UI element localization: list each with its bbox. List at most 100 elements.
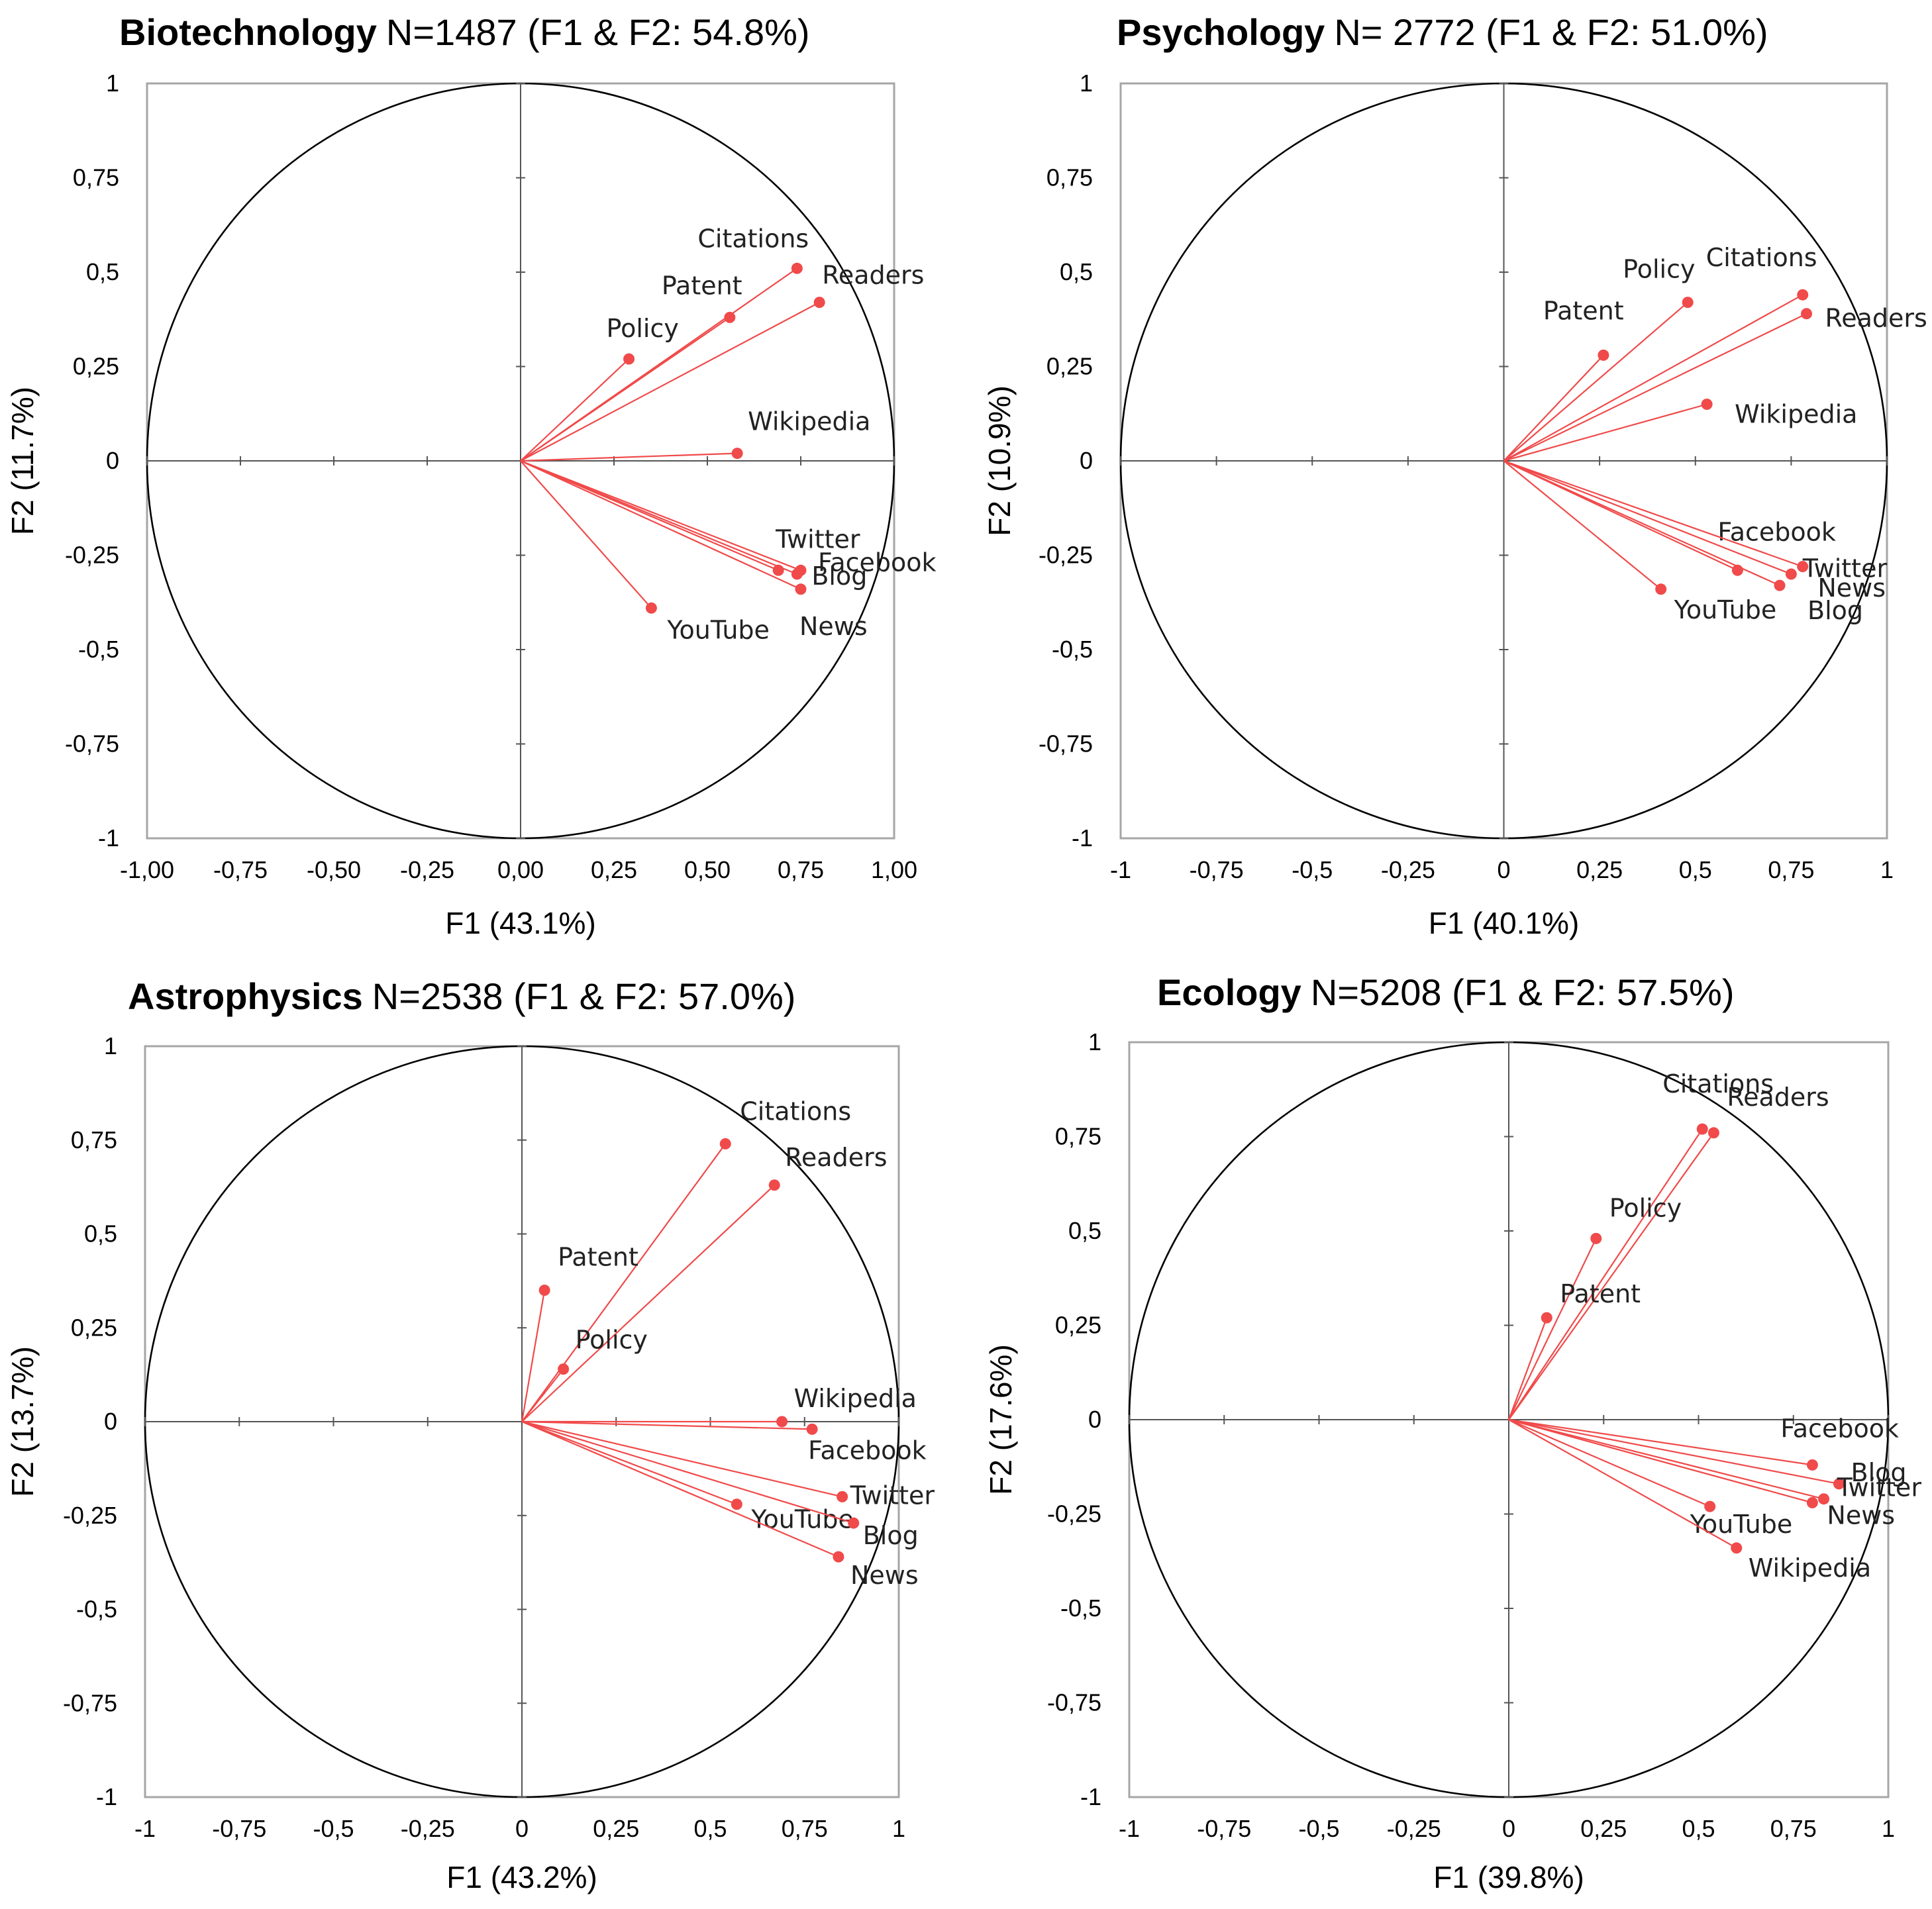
x-tick-label: -1 — [134, 1815, 156, 1842]
vector-policy — [521, 1368, 564, 1422]
x-tick-label: -0,25 — [1387, 1815, 1441, 1842]
panel-title-stats: N=1487 (F1 & F2: 54.8%) — [386, 11, 810, 53]
y-tick-label: 1 — [104, 1032, 117, 1059]
x-tick-label: 0 — [1502, 1815, 1515, 1842]
x-tick-label: 1 — [1882, 1815, 1895, 1842]
point-policy — [1590, 1232, 1602, 1244]
x-tick-label: -1 — [1119, 1815, 1140, 1842]
y-tick-label: 0 — [1080, 447, 1093, 474]
x-tick-label: 1 — [1880, 856, 1894, 883]
panel-title-field: Psychology — [1117, 11, 1325, 53]
x-tick-label: 0 — [515, 1815, 529, 1842]
x-tick-label: -0,5 — [1292, 856, 1333, 883]
y-tick-label: 0,75 — [1046, 164, 1093, 191]
y-tick-label: -0,75 — [63, 1689, 117, 1716]
y-axis-label: F2 (17.6%) — [984, 1344, 1018, 1495]
vector-youtube — [1503, 460, 1662, 590]
vector-patent — [520, 317, 731, 462]
vector-blog — [1503, 460, 1780, 587]
panel-astrophysics: -1 -0,75 -0,5 -0,25 0 0,25 0,5 0,75 1 -1 -0,75 -0,5… — [5, 975, 935, 1894]
point-wikipedia — [1701, 399, 1713, 410]
y-tick-label: -0,5 — [1060, 1594, 1101, 1622]
x-tick-label: 0,75 — [782, 1815, 828, 1842]
point-policy — [623, 353, 635, 365]
y-tick-label: 0,75 — [71, 1126, 117, 1153]
label-news: News — [799, 612, 868, 641]
label-patent: Patent — [662, 271, 742, 300]
x-axis-label: F1 (39.8%) — [1433, 1860, 1584, 1894]
x-tick-label: -0,75 — [213, 856, 268, 883]
panel-title: Astrophysics N=2538 (F1 & F2: 57.0%) — [128, 975, 795, 1017]
label-blog: Blog — [1807, 596, 1863, 625]
vector-policy — [1503, 301, 1688, 462]
x-tick-label: -0,5 — [313, 1815, 354, 1842]
x-tick-label: -0,25 — [400, 856, 454, 883]
y-tick-label: 0,5 — [84, 1220, 117, 1248]
x-tick-label: 0,75 — [1770, 1815, 1817, 1842]
vector-readers — [1508, 1132, 1715, 1420]
y-axis-label: F2 (11.7%) — [5, 387, 40, 535]
x-tick-label: 0,00 — [497, 856, 544, 883]
label-facebook: Facebook — [818, 548, 937, 577]
y-tick-label: -0,75 — [1039, 730, 1093, 758]
point-patent — [1541, 1312, 1552, 1324]
vector-twitter — [521, 1420, 842, 1498]
panel-ecology: -1 -0,75 -0,5 -0,25 0 0,25 0,5 0,75 1 -1 -0,75 -0,5… — [984, 971, 1921, 1894]
label-twitter: Twitter — [775, 524, 860, 554]
vector-wikipedia — [1508, 1419, 1737, 1549]
label-blog: Blog — [1851, 1458, 1907, 1487]
x-tick-label: -0,75 — [1190, 856, 1244, 883]
y-tick-label: -0,5 — [76, 1596, 117, 1623]
label-citations: Citations — [697, 224, 809, 253]
point-facebook — [806, 1423, 818, 1435]
label-citations: Citations — [1662, 1069, 1774, 1099]
point-facebook — [1806, 1459, 1818, 1471]
x-tick-label: 0,75 — [1768, 856, 1814, 883]
label-facebook: Facebook — [808, 1436, 927, 1465]
x-tick-label: 0 — [1497, 856, 1510, 883]
label-patent: Patent — [1543, 296, 1624, 325]
panel-title: Psychology N= 2772 (F1 & F2: 51.0%) — [1117, 11, 1768, 53]
label-twitter: Twitter — [850, 1481, 935, 1510]
label-patent: Patent — [1560, 1279, 1641, 1308]
point-wikipedia — [731, 448, 743, 460]
y-tick-label: -1 — [96, 1783, 117, 1810]
x-tick-label: 0,5 — [1679, 856, 1712, 883]
vector-facebook — [1508, 1418, 1813, 1466]
label-facebook: Facebook — [1780, 1414, 1899, 1443]
point-readers — [768, 1179, 780, 1191]
point-patent — [1598, 349, 1609, 361]
y-tick-label: -1 — [1080, 1783, 1101, 1810]
x-tick-label: 0,50 — [684, 856, 731, 883]
point-patent — [724, 311, 736, 323]
label-wikipedia: Wikipedia — [748, 407, 870, 436]
label-readers: Readers — [1825, 304, 1927, 333]
y-tick-label: -0,5 — [78, 636, 119, 663]
vector-blog — [520, 460, 797, 575]
x-tick-label: -0,5 — [1298, 1815, 1339, 1842]
panel-title: Biotechnology N=1487 (F1 & F2: 54.8%) — [119, 11, 810, 53]
label-twitter: Twitter — [1837, 1473, 1922, 1502]
point-news — [795, 583, 807, 595]
vector-youtube — [521, 1420, 737, 1505]
point-youtube — [1655, 583, 1667, 595]
vector-news — [1508, 1418, 1813, 1504]
label-policy: Policy — [1609, 1193, 1682, 1222]
panel-title: Ecology N=5208 (F1 & F2: 57.5%) — [1157, 971, 1734, 1013]
label-youtube: YouTube — [1690, 1510, 1793, 1539]
point-blog — [791, 568, 803, 580]
label-blog: Blog — [811, 562, 867, 591]
point-policy — [1682, 297, 1694, 309]
y-tick-label: -0,25 — [63, 1502, 117, 1529]
vector-wikipedia — [1503, 403, 1707, 462]
label-youtube: YouTube — [1674, 595, 1777, 624]
vector-readers — [520, 301, 820, 462]
point-news — [1806, 1496, 1818, 1508]
vector-patent — [1507, 1317, 1548, 1420]
label-policy: Policy — [1623, 255, 1695, 284]
point-patent — [538, 1285, 550, 1297]
label-wikipedia: Wikipedia — [794, 1384, 917, 1413]
x-tick-label: -0,50 — [307, 856, 361, 883]
panel-title-field: Biotechnology — [119, 11, 377, 53]
panel-psychology: -1 -0,75 -0,5 -0,25 0 0,25 0,5 0,75 1 -1 -0,75 -0,5… — [982, 11, 1927, 940]
